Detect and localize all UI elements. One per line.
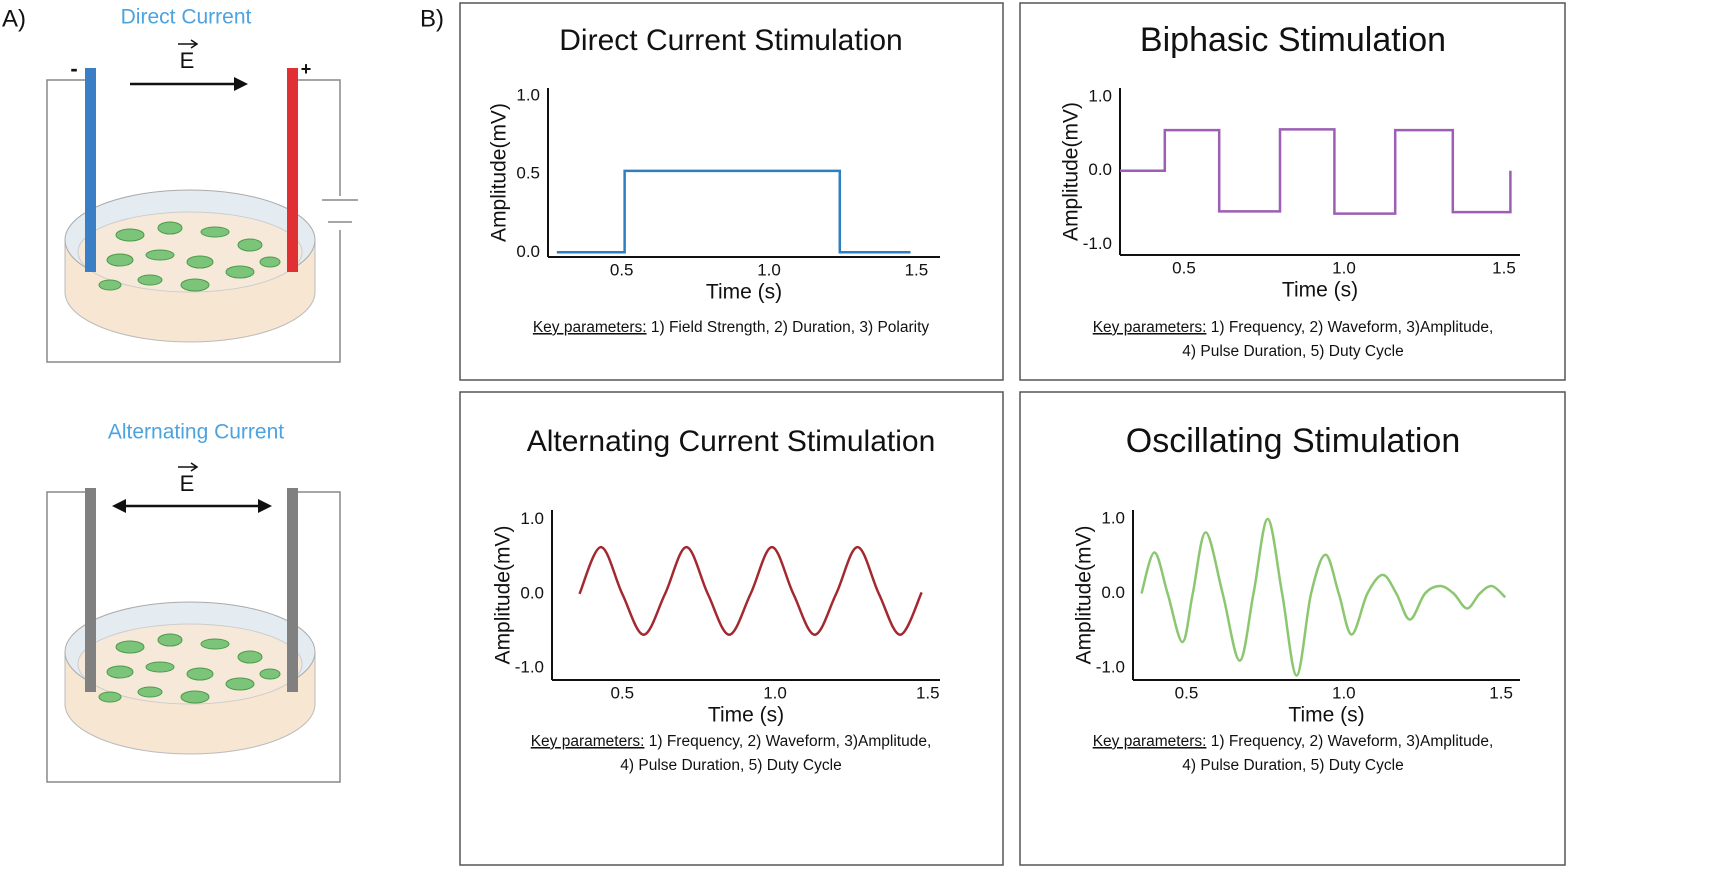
x-tick-label: 0.5: [610, 260, 634, 279]
vector-arrow: [178, 462, 199, 472]
x-axis-label: Time (s): [708, 704, 784, 727]
key-parameters-label: Key parameters:: [531, 733, 645, 750]
y-tick-label: 1.0: [1088, 86, 1112, 105]
electrode: [287, 488, 298, 692]
diagram-title: Alternating Current: [108, 421, 284, 444]
chart-title: Direct Current Stimulation: [559, 24, 902, 57]
x-tick-label: 1.0: [757, 260, 781, 279]
y-tick-label: 1.0: [516, 85, 540, 104]
key-parameters: Key parameters: 1) Frequency, 2) Wavefor…: [1093, 733, 1494, 750]
key-parameters: 4) Pulse Duration, 5) Duty Cycle: [1182, 343, 1403, 360]
data-line: [1120, 128, 1512, 215]
x-tick-label: 1.5: [1492, 258, 1516, 277]
chart-panel: [1019, 2, 1566, 381]
y-tick-label: -1.0: [1096, 658, 1125, 677]
chart-panel: [459, 2, 1004, 381]
y-tick-label: 0.0: [520, 583, 544, 602]
key-parameters: 4) Pulse Duration, 5) Duty Cycle: [620, 757, 841, 774]
y-axis-label: Amplitude(mV): [488, 103, 511, 242]
panel-label: B): [420, 5, 444, 32]
key-parameters-text: 4) Pulse Duration, 5) Duty Cycle: [620, 757, 841, 774]
data-line: [578, 545, 923, 636]
key-parameters: Key parameters: 1) Frequency, 2) Wavefor…: [1093, 319, 1494, 336]
chart-title: Oscillating Stimulation: [1126, 422, 1460, 460]
chart: Biphasic Stimulation -1.0 0.0 1.0 0.5 1.0 1.5 T…: [1060, 21, 1520, 360]
x-axis-label: Time (s): [706, 281, 782, 304]
y-tick-label: 1.0: [520, 509, 544, 528]
x-axis-label: Time (s): [1282, 279, 1358, 302]
data-line: [1140, 517, 1507, 677]
electrode: [85, 68, 96, 272]
vector-arrow: [178, 39, 199, 49]
ac-diagram: Alternating Current E: [46, 421, 341, 783]
cells: [98, 221, 281, 292]
key-parameters-text: 1) Frequency, 2) Waveform, 3)Amplitude,: [1211, 733, 1494, 750]
cells: [98, 633, 281, 704]
key-parameters-label: Key parameters:: [1093, 733, 1207, 750]
chart-panel: [1019, 391, 1566, 866]
x-tick-label: 0.5: [1175, 683, 1199, 702]
wire: [46, 491, 341, 783]
y-tick-label: 0.0: [516, 242, 540, 261]
x-tick-label: 1.0: [1332, 258, 1356, 277]
x-axis-label: Time (s): [1288, 704, 1364, 727]
x-tick-label: 1.5: [916, 683, 940, 702]
chart: Direct Current Stimulation 0.0 0.5 1.0 0.5 1.…: [488, 24, 940, 336]
key-parameters: Key parameters: 1) Frequency, 2) Wavefor…: [531, 733, 932, 750]
key-parameters-text: 1) Frequency, 2) Waveform, 3)Amplitude,: [649, 733, 932, 750]
y-tick-label: 0.5: [516, 164, 540, 183]
chart-title: Alternating Current Stimulation: [527, 425, 936, 458]
panel-label: A): [2, 5, 26, 32]
key-parameters: 4) Pulse Duration, 5) Duty Cycle: [1182, 757, 1403, 774]
key-parameters: Key parameters: 1) Field Strength, 2) Du…: [533, 319, 930, 336]
polarity-label: +: [301, 59, 312, 79]
x-tick-label: 1.0: [1332, 683, 1356, 702]
field-label: E: [180, 471, 195, 496]
y-tick-label: 0.0: [1088, 160, 1112, 179]
y-axis-label: Amplitude(mV): [492, 526, 515, 665]
wire: [46, 79, 341, 363]
diagram-title: Direct Current: [121, 6, 252, 29]
arrow-head: [234, 77, 248, 91]
y-tick-label: 0.0: [1101, 583, 1125, 602]
y-tick-label: 1.0: [1101, 508, 1125, 527]
polarity-label: -: [70, 56, 77, 81]
data-line: [556, 169, 911, 254]
key-parameters-text: 1) Field Strength, 2) Duration, 3) Polar…: [651, 319, 930, 336]
field-label: E: [180, 48, 195, 73]
key-parameters-label: Key parameters:: [1093, 319, 1207, 336]
chart-title: Biphasic Stimulation: [1140, 21, 1446, 59]
key-parameters-text: 4) Pulse Duration, 5) Duty Cycle: [1182, 343, 1403, 360]
x-tick-label: 1.5: [1489, 683, 1513, 702]
y-tick-label: -1.0: [515, 658, 544, 677]
y-tick-label: -1.0: [1083, 234, 1112, 253]
x-tick-label: 1.0: [763, 683, 787, 702]
y-axis-label: Amplitude(mV): [1073, 526, 1096, 665]
x-tick-label: 0.5: [610, 683, 634, 702]
y-axis-label: Amplitude(mV): [1060, 102, 1083, 241]
dc-diagram: Direct Current - + E: [46, 6, 358, 363]
key-parameters-text: 4) Pulse Duration, 5) Duty Cycle: [1182, 757, 1403, 774]
chart-panel: [459, 391, 1004, 866]
chart: Oscillating Stimulation -1.0 0.0 1.0 0.5 1.0 1…: [1073, 422, 1520, 774]
x-tick-label: 1.5: [905, 260, 929, 279]
electrode: [287, 68, 298, 272]
chart: Alternating Current Stimulation -1.0 0.0 1.…: [492, 425, 940, 774]
electrode: [85, 488, 96, 692]
key-parameters-text: 1) Frequency, 2) Waveform, 3)Amplitude,: [1211, 319, 1494, 336]
x-tick-label: 0.5: [1172, 258, 1196, 277]
key-parameters-label: Key parameters:: [533, 319, 647, 336]
